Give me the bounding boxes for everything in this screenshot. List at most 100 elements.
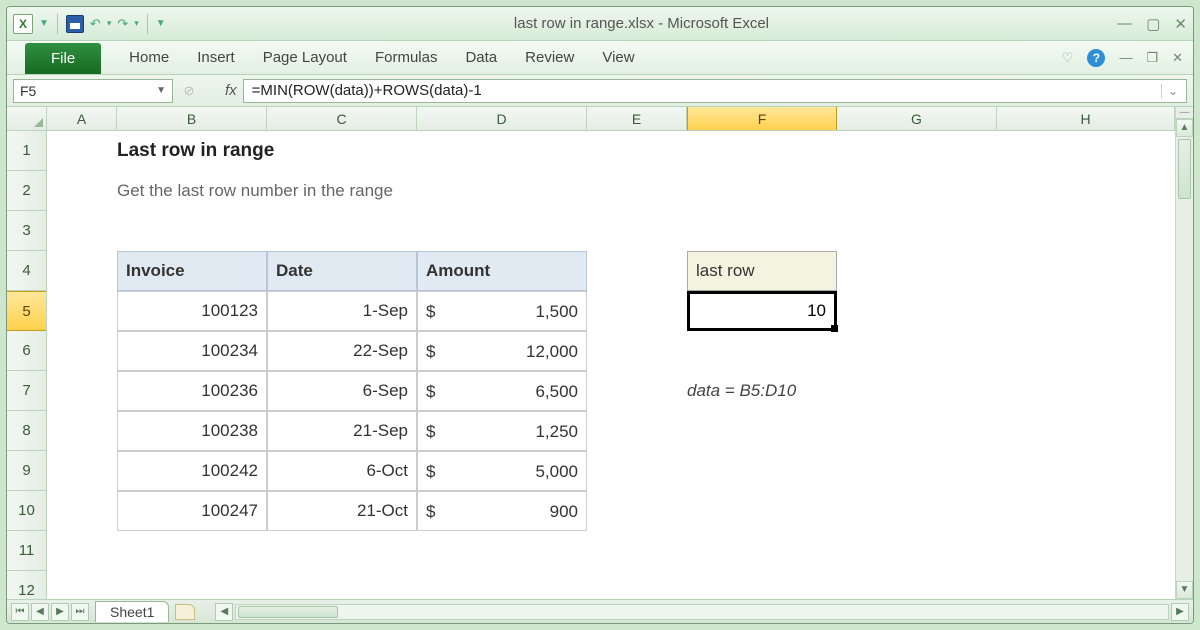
- undo-icon[interactable]: ↶: [90, 16, 101, 32]
- worksheet-title: Last row in range: [117, 131, 687, 171]
- tab-nav-next-icon[interactable]: ▶: [51, 603, 69, 621]
- table-cell-date[interactable]: 6-Oct: [267, 451, 417, 491]
- select-all-button[interactable]: [7, 107, 47, 131]
- active-cell[interactable]: 10: [687, 291, 837, 331]
- name-box[interactable]: F5 ▼: [13, 79, 173, 103]
- undo-dropdown-icon[interactable]: ▾: [107, 18, 112, 29]
- scroll-thumb[interactable]: [1178, 139, 1191, 199]
- help-icon[interactable]: ?: [1087, 49, 1105, 67]
- close-icon[interactable]: ✕: [1174, 15, 1187, 33]
- table-cell-invoice[interactable]: 100123: [117, 291, 267, 331]
- table-header-invoice: Invoice: [117, 251, 267, 291]
- table-cell-amount[interactable]: $5,000: [417, 451, 587, 491]
- app-menu-dropdown-icon[interactable]: ▼: [39, 18, 49, 29]
- table-cell-amount[interactable]: $1,500: [417, 291, 587, 331]
- row-header-7[interactable]: 7: [7, 371, 46, 411]
- save-icon[interactable]: [66, 15, 84, 33]
- table-cell-date[interactable]: 21-Sep: [267, 411, 417, 451]
- cell-grid[interactable]: Last row in rangeGet the last row number…: [47, 131, 1175, 599]
- tab-formulas[interactable]: Formulas: [375, 41, 438, 74]
- table-cell-date[interactable]: 1-Sep: [267, 291, 417, 331]
- tab-nav-last-icon[interactable]: ⏭: [71, 603, 89, 621]
- row-header-11[interactable]: 11: [7, 531, 46, 571]
- new-sheet-icon[interactable]: [175, 604, 195, 620]
- column-header-a[interactable]: A: [47, 107, 117, 130]
- row-header-2[interactable]: 2: [7, 171, 46, 211]
- worksheet-subtitle: Get the last row number in the range: [117, 171, 837, 211]
- name-box-dropdown-icon[interactable]: ▼: [156, 85, 166, 96]
- table-cell-amount[interactable]: $6,500: [417, 371, 587, 411]
- sheet-tab-sheet1[interactable]: Sheet1: [95, 601, 169, 622]
- workbook-minimize-icon[interactable]: —: [1119, 50, 1132, 65]
- table-cell-amount[interactable]: $1,250: [417, 411, 587, 451]
- redo-icon[interactable]: ↷: [117, 16, 128, 32]
- table-cell-date[interactable]: 22-Sep: [267, 331, 417, 371]
- row-header-1[interactable]: 1: [7, 131, 46, 171]
- formula-input[interactable]: =MIN(ROW(data))+ROWS(data)-1 ⌄: [243, 79, 1187, 103]
- worksheet-area: ABCDEFGH 123456789101112 Last row in ran…: [7, 107, 1193, 599]
- scroll-up-icon[interactable]: ▲: [1176, 119, 1193, 137]
- fx-icon[interactable]: fx: [225, 82, 237, 99]
- scroll-down-icon[interactable]: ▼: [1176, 581, 1193, 599]
- ribbon: File Home Insert Page Layout Formulas Da…: [7, 41, 1193, 75]
- row-header-8[interactable]: 8: [7, 411, 46, 451]
- redo-dropdown-icon[interactable]: ▾: [134, 18, 139, 29]
- table-cell-date[interactable]: 21-Oct: [267, 491, 417, 531]
- formula-text: =MIN(ROW(data))+ROWS(data)-1: [252, 82, 482, 99]
- table-cell-invoice[interactable]: 100238: [117, 411, 267, 451]
- row-headers[interactable]: 123456789101112: [7, 131, 47, 599]
- column-header-b[interactable]: B: [117, 107, 267, 130]
- tab-review[interactable]: Review: [525, 41, 574, 74]
- row-header-4[interactable]: 4: [7, 251, 46, 291]
- column-header-g[interactable]: G: [837, 107, 997, 130]
- workbook-restore-icon[interactable]: ❐: [1146, 50, 1158, 66]
- vertical-scrollbar[interactable]: — ▲ ▼: [1175, 107, 1193, 599]
- result-header: last row: [687, 251, 837, 291]
- hscroll-thumb[interactable]: [238, 606, 338, 618]
- file-tab[interactable]: File: [25, 43, 101, 74]
- row-header-9[interactable]: 9: [7, 451, 46, 491]
- column-header-h[interactable]: H: [997, 107, 1175, 130]
- column-header-c[interactable]: C: [267, 107, 417, 130]
- table-cell-invoice[interactable]: 100242: [117, 451, 267, 491]
- horizontal-scrollbar[interactable]: ◀ ▶: [215, 603, 1189, 621]
- table-header-amount: Amount: [417, 251, 587, 291]
- column-header-e[interactable]: E: [587, 107, 687, 130]
- workbook-close-icon[interactable]: ✕: [1172, 50, 1183, 66]
- hscroll-left-icon[interactable]: ◀: [215, 603, 233, 621]
- row-header-3[interactable]: 3: [7, 211, 46, 251]
- row-header-12[interactable]: 12: [7, 571, 46, 599]
- row-header-5[interactable]: 5: [7, 291, 46, 331]
- tab-data[interactable]: Data: [465, 41, 497, 74]
- tab-page-layout[interactable]: Page Layout: [263, 41, 347, 74]
- sheet-tab-bar: ⏮ ◀ ▶ ⏭ Sheet1 ◀ ▶: [7, 599, 1193, 623]
- row-header-6[interactable]: 6: [7, 331, 46, 371]
- expand-formula-bar-icon[interactable]: ⌄: [1161, 84, 1178, 98]
- tab-nav-prev-icon[interactable]: ◀: [31, 603, 49, 621]
- column-header-d[interactable]: D: [417, 107, 587, 130]
- title-bar: X ▼ ↶▾ ↷▾ ▼ last row in range.xlsx - Mic…: [7, 7, 1193, 41]
- table-cell-amount[interactable]: $900: [417, 491, 587, 531]
- tab-insert[interactable]: Insert: [197, 41, 235, 74]
- minimize-icon[interactable]: —: [1117, 15, 1132, 33]
- cancel-formula-icon: ⊘: [179, 83, 199, 99]
- table-cell-date[interactable]: 6-Sep: [267, 371, 417, 411]
- column-header-f[interactable]: F: [687, 107, 837, 130]
- maximize-icon[interactable]: ▢: [1146, 15, 1160, 33]
- row-header-10[interactable]: 10: [7, 491, 46, 531]
- qat-customize-icon[interactable]: ▼: [156, 18, 166, 29]
- ribbon-minimize-icon[interactable]: ♡: [1062, 50, 1074, 66]
- table-cell-invoice[interactable]: 100247: [117, 491, 267, 531]
- tab-nav-first-icon[interactable]: ⏮: [11, 603, 29, 621]
- column-headers[interactable]: ABCDEFGH: [47, 107, 1175, 131]
- tab-view[interactable]: View: [602, 41, 634, 74]
- hscroll-right-icon[interactable]: ▶: [1171, 603, 1189, 621]
- split-handle-icon[interactable]: —: [1176, 107, 1193, 119]
- name-box-value: F5: [20, 83, 36, 99]
- table-cell-invoice[interactable]: 100236: [117, 371, 267, 411]
- app-window: X ▼ ↶▾ ↷▾ ▼ last row in range.xlsx - Mic…: [6, 6, 1194, 624]
- table-cell-invoice[interactable]: 100234: [117, 331, 267, 371]
- tab-home[interactable]: Home: [129, 41, 169, 74]
- table-cell-amount[interactable]: $12,000: [417, 331, 587, 371]
- window-controls: — ▢ ✕: [1117, 15, 1187, 33]
